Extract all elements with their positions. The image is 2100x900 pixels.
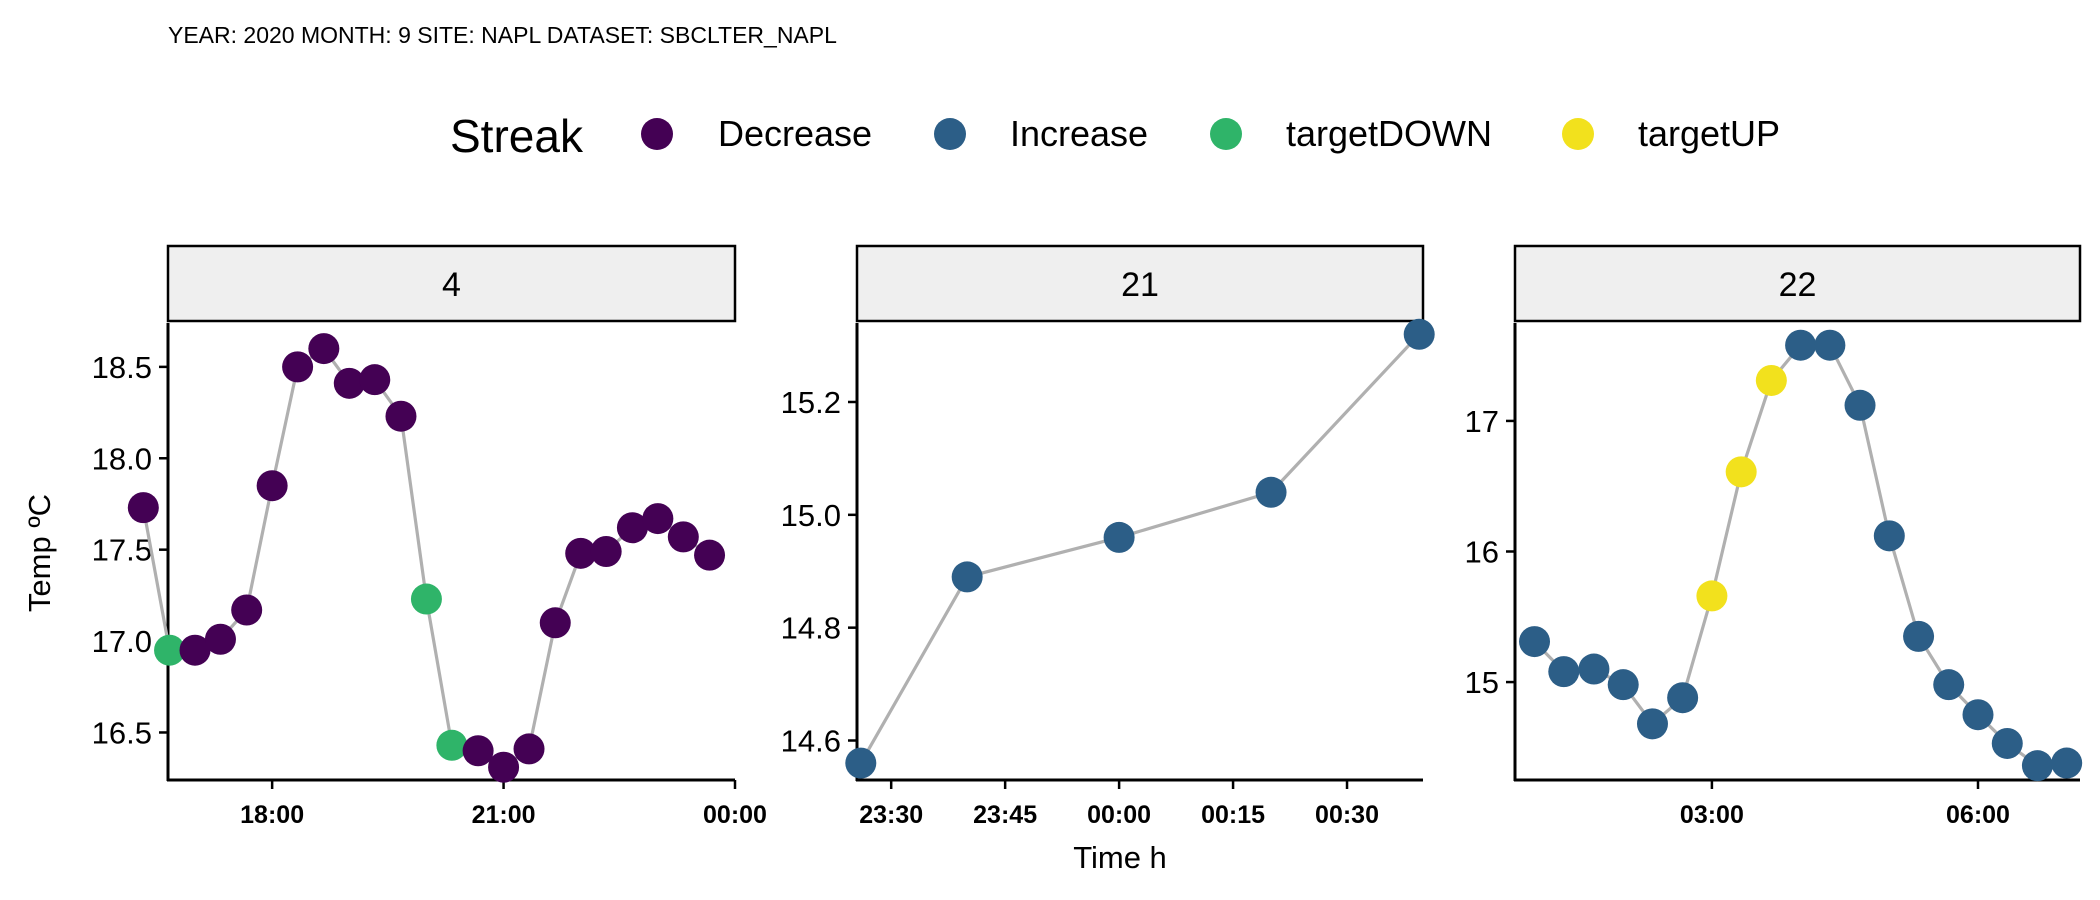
data-point-targetup <box>1725 456 1757 488</box>
data-point-decrease <box>385 400 417 432</box>
x-axis-label: Time h <box>1073 840 1167 875</box>
data-point-increase <box>1785 329 1817 361</box>
x-tick-label: 23:45 <box>973 801 1037 829</box>
y-tick-label: 18.5 <box>92 350 152 385</box>
data-point-targetup <box>1696 580 1728 612</box>
data-point-decrease <box>231 594 263 626</box>
x-tick-label: 23:30 <box>859 801 923 829</box>
data-point-decrease <box>539 607 571 639</box>
data-point-increase <box>1548 656 1580 688</box>
x-tick-label: 00:00 <box>1087 801 1151 829</box>
data-point-increase <box>1873 520 1905 552</box>
facet-panels: 4 16.5 17.0 17.5 18.0 18.5 18:00 21:00 00:00 21 14… <box>92 244 2083 829</box>
legend-key-targetdown <box>1210 118 1242 150</box>
y-tick-label: 17.0 <box>92 624 152 659</box>
facet-strip-label: 21 <box>1121 266 1159 304</box>
data-point-increase <box>2051 747 2083 779</box>
data-point-targetdown <box>154 634 186 666</box>
data-point-targetup <box>1755 364 1787 396</box>
legend-title: Streak <box>450 110 584 162</box>
facet-strip <box>855 244 1425 323</box>
legend-label-increase: Increase <box>1010 113 1148 154</box>
y-tick-label: 15.0 <box>781 498 841 533</box>
series-line <box>141 346 711 770</box>
x-tick-label: 00:15 <box>1201 801 1265 829</box>
data-point-decrease <box>256 470 288 502</box>
legend-item-increase: Increase <box>934 113 1148 154</box>
legend-label-decrease: Decrease <box>718 113 872 154</box>
data-point-increase <box>1636 708 1668 740</box>
data-point-increase <box>845 747 877 779</box>
x-tick-label: 00:00 <box>703 801 767 829</box>
data-point-increase <box>1519 626 1551 658</box>
data-point-increase <box>1607 669 1639 701</box>
facet-strip <box>166 244 737 323</box>
data-point-decrease <box>488 751 520 783</box>
data-point-increase <box>1667 682 1699 714</box>
series-line <box>859 333 1421 764</box>
legend-key-targetup <box>1562 118 1594 150</box>
data-point-decrease <box>667 521 699 553</box>
data-point-increase <box>1103 521 1135 553</box>
x-tick-label: 00:30 <box>1315 801 1379 829</box>
data-point-decrease <box>513 733 545 765</box>
chart-subtitle: YEAR: 2020 MONTH: 9 SITE: NAPL DATASET: … <box>168 22 837 48</box>
data-point-targetdown <box>436 729 468 761</box>
data-point-increase <box>1403 318 1435 350</box>
y-tick-label: 18.0 <box>92 441 152 476</box>
data-point-increase <box>1991 727 2023 759</box>
y-tick-label: 17.5 <box>92 533 152 568</box>
legend-key-increase <box>934 118 966 150</box>
y-axis-label: Temp ºC <box>22 494 57 612</box>
facet-strip-label: 22 <box>1779 266 1817 304</box>
data-point-increase <box>1933 669 1965 701</box>
data-point-increase <box>1844 389 1876 421</box>
data-point-decrease <box>204 623 236 655</box>
data-point-decrease <box>616 512 648 544</box>
data-point-increase <box>2021 750 2053 782</box>
data-point-decrease <box>359 364 391 396</box>
data-point-increase <box>1578 653 1610 685</box>
data-point-increase <box>1255 476 1287 508</box>
x-tick-label: 18:00 <box>240 801 304 829</box>
data-point-increase <box>951 561 983 593</box>
legend-item-decrease: Decrease <box>641 113 872 154</box>
data-point-decrease <box>127 492 159 524</box>
x-tick-label: 03:00 <box>1680 801 1744 829</box>
y-tick-label: 15 <box>1465 665 1499 700</box>
x-tick-label: 06:00 <box>1946 801 2010 829</box>
data-point-increase <box>1814 329 1846 361</box>
legend-key-decrease <box>641 118 673 150</box>
data-point-decrease <box>282 351 314 383</box>
y-tick-label: 14.8 <box>781 611 841 646</box>
legend-label-targetdown: targetDOWN <box>1286 113 1492 154</box>
data-point-decrease <box>694 539 726 571</box>
y-tick-label: 16.5 <box>92 715 152 750</box>
legend: Streak Decrease Increase targetDOWN targetU… <box>450 110 1780 162</box>
data-point-decrease <box>642 503 674 535</box>
y-tick-label: 16 <box>1465 535 1499 570</box>
facet-strip-label: 4 <box>442 266 461 304</box>
y-tick-label: 15.2 <box>781 385 841 420</box>
data-point-decrease <box>333 367 365 399</box>
legend-item-targetdown: targetDOWN <box>1210 113 1492 154</box>
data-point-decrease <box>565 537 597 569</box>
data-point-decrease <box>308 333 340 365</box>
data-point-increase <box>1962 699 1994 731</box>
facet-strip <box>1513 244 2082 323</box>
data-point-decrease <box>590 536 622 567</box>
data-point-decrease <box>179 634 211 666</box>
panel-4: 4 16.5 17.0 17.5 18.0 18.5 18:00 21:00 00:00 <box>92 244 767 829</box>
panel-22: 22 15 16 17 03:00 06:00 <box>1465 244 2083 829</box>
legend-item-targetup: targetUP <box>1562 113 1780 154</box>
legend-label-targetup: targetUP <box>1638 113 1780 154</box>
data-point-targetdown <box>410 583 442 615</box>
data-point-decrease <box>462 735 494 767</box>
data-point-increase <box>1903 620 1935 652</box>
y-tick-label: 14.6 <box>781 724 841 759</box>
panel-21: 21 14.6 14.8 15.0 15.2 23:30 23:45 00:00 00:15 00… <box>781 244 1435 829</box>
y-tick-label: 17 <box>1465 404 1499 439</box>
x-tick-label: 21:00 <box>472 801 536 829</box>
